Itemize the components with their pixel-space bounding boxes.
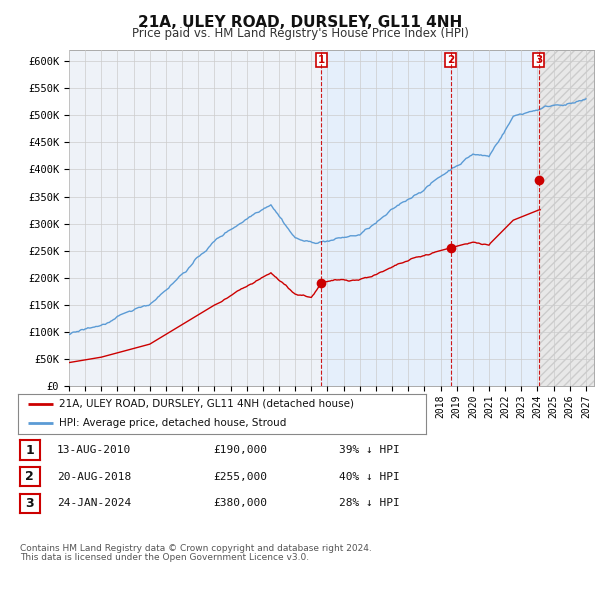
Text: 28% ↓ HPI: 28% ↓ HPI (339, 499, 400, 508)
Text: 13-AUG-2010: 13-AUG-2010 (57, 445, 131, 455)
Text: Price paid vs. HM Land Registry's House Price Index (HPI): Price paid vs. HM Land Registry's House … (131, 27, 469, 40)
Text: HPI: Average price, detached house, Stroud: HPI: Average price, detached house, Stro… (59, 418, 286, 428)
Text: 3: 3 (535, 55, 542, 65)
Text: Contains HM Land Registry data © Crown copyright and database right 2024.: Contains HM Land Registry data © Crown c… (20, 545, 371, 553)
Text: £255,000: £255,000 (213, 472, 267, 481)
Text: 3: 3 (25, 497, 34, 510)
Text: This data is licensed under the Open Government Licence v3.0.: This data is licensed under the Open Gov… (20, 553, 309, 562)
Text: 1: 1 (317, 55, 325, 65)
Text: £380,000: £380,000 (213, 499, 267, 508)
Bar (321, 50, 539, 386)
Text: 1: 1 (25, 444, 34, 457)
Text: 39% ↓ HPI: 39% ↓ HPI (339, 445, 400, 455)
Text: 2: 2 (447, 55, 454, 65)
Text: 24-JAN-2024: 24-JAN-2024 (57, 499, 131, 508)
Text: £190,000: £190,000 (213, 445, 267, 455)
Text: 21A, ULEY ROAD, DURSLEY, GL11 4NH: 21A, ULEY ROAD, DURSLEY, GL11 4NH (138, 15, 462, 30)
Text: 20-AUG-2018: 20-AUG-2018 (57, 472, 131, 481)
Bar (539, 50, 594, 386)
Text: 21A, ULEY ROAD, DURSLEY, GL11 4NH (detached house): 21A, ULEY ROAD, DURSLEY, GL11 4NH (detac… (59, 399, 354, 409)
Text: 40% ↓ HPI: 40% ↓ HPI (339, 472, 400, 481)
Text: 2: 2 (25, 470, 34, 483)
